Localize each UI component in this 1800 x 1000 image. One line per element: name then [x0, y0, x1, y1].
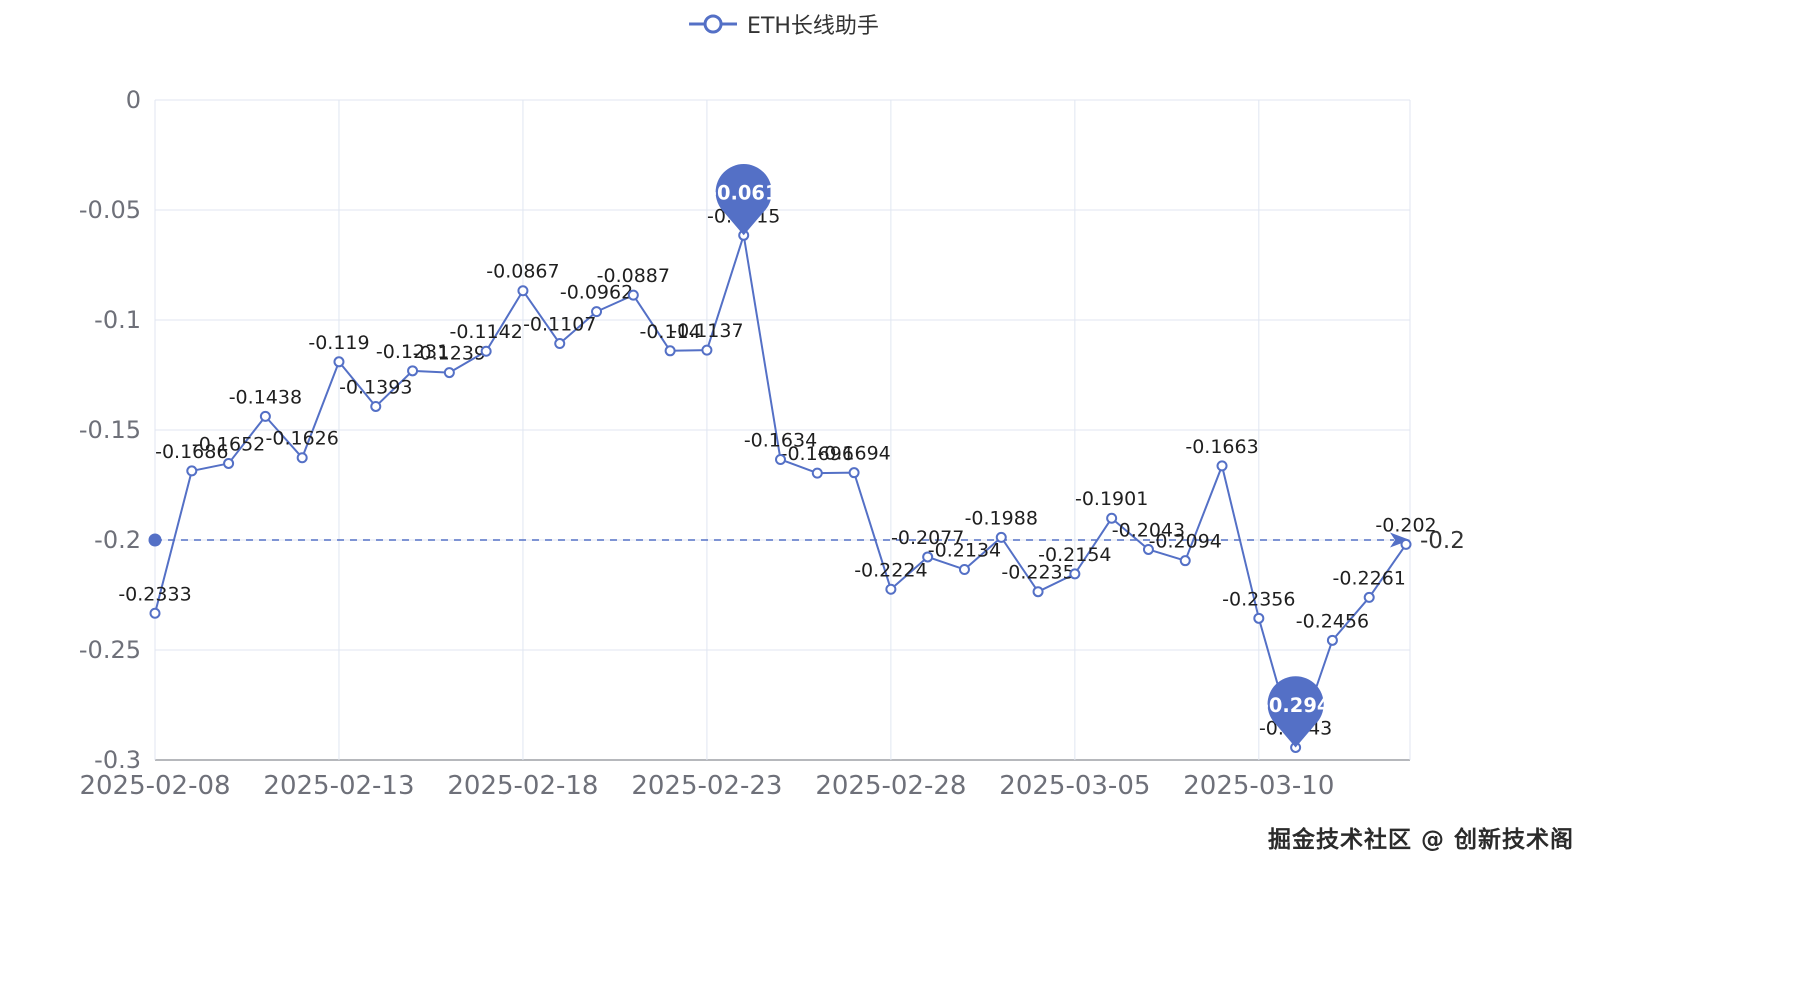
- data-point: [811, 467, 823, 479]
- data-point: [922, 551, 934, 563]
- point-label: -0.1231: [376, 341, 449, 363]
- point-label: -0.1107: [523, 314, 596, 336]
- markline-label: -0.2: [1420, 528, 1465, 554]
- point-label: -0.119: [308, 332, 369, 354]
- point-label: -0.2077: [891, 527, 964, 549]
- data-point: [591, 306, 603, 318]
- data-point: [1069, 568, 1081, 580]
- data-point: [848, 467, 860, 479]
- svg-text:-0.061: -0.061: [709, 182, 779, 205]
- x-axis-label: 2025-02-13: [263, 771, 414, 801]
- point-label: -0.2154: [1038, 544, 1111, 566]
- y-axis-label: -0.2: [94, 526, 141, 554]
- data-point: [1179, 555, 1191, 567]
- svg-text:-0.294: -0.294: [1261, 694, 1331, 717]
- point-label: -0.202: [1375, 514, 1436, 536]
- legend-label: ETH长线助手: [747, 14, 879, 39]
- data-point: [370, 400, 382, 412]
- point-label: -0.1137: [670, 320, 743, 342]
- markline-start-dot: [148, 533, 162, 547]
- min-markpoint-pin: -0.294: [1261, 676, 1331, 748]
- data-point: [1106, 512, 1118, 524]
- point-label: -0.1696: [781, 443, 854, 465]
- point-label: -0.0887: [597, 265, 670, 287]
- point-label: -0.2134: [928, 539, 1001, 561]
- point-label: -0.1438: [229, 386, 302, 408]
- point-label: -0.114: [639, 321, 700, 343]
- data-point: [333, 356, 345, 368]
- data-point: [1216, 460, 1228, 472]
- point-label: -0.0962: [560, 282, 633, 304]
- y-axis-label: -0.05: [79, 196, 141, 224]
- data-point: [701, 344, 713, 356]
- point-label: -0.0867: [486, 261, 559, 283]
- y-axis-label: -0.25: [79, 636, 141, 664]
- point-label: -0.2224: [854, 559, 927, 581]
- point-label: -0.2094: [1149, 531, 1222, 553]
- data-point: [259, 410, 271, 422]
- point-label: -0.2261: [1333, 567, 1406, 589]
- point-label: -0.2043: [1112, 519, 1185, 541]
- data-point: [1142, 543, 1154, 555]
- data-point: [296, 452, 308, 464]
- max-markpoint-pin: -0.061: [709, 164, 779, 236]
- x-axis-label: 2025-02-18: [447, 771, 598, 801]
- data-point: [885, 583, 897, 595]
- legend-item-eth[interactable]: ETH长线助手: [689, 8, 879, 40]
- y-axis-label: -0.1: [94, 306, 141, 334]
- data-point: [480, 345, 492, 357]
- data-point: [775, 453, 786, 465]
- point-label: -0.1239: [413, 343, 486, 365]
- data-point: [1032, 586, 1044, 598]
- point-label: -0.1694: [817, 443, 890, 465]
- data-point: [1326, 634, 1338, 646]
- data-point: [995, 531, 1007, 543]
- x-axis-label: 2025-03-10: [1183, 771, 1334, 801]
- data-point: [407, 365, 419, 377]
- y-axis-label: -0.15: [79, 416, 141, 444]
- data-point: [186, 465, 198, 477]
- x-axis-label: 2025-02-23: [631, 771, 782, 801]
- x-axis-label: 2025-02-28: [815, 771, 966, 801]
- point-label: -0.1663: [1185, 436, 1258, 458]
- point-label: -0.2333: [118, 583, 191, 605]
- point-label: -0.1634: [744, 429, 817, 451]
- point-label: -0.2356: [1222, 588, 1295, 610]
- point-label: -0.1626: [266, 428, 339, 450]
- data-point: [958, 563, 970, 575]
- markline-arrow: [1390, 532, 1410, 548]
- data-point: [1253, 612, 1265, 624]
- data-point: [627, 289, 639, 301]
- point-label: -0.2456: [1296, 610, 1369, 632]
- data-point: [664, 345, 676, 357]
- y-axis-label: 0: [126, 86, 141, 114]
- data-point: [517, 285, 529, 297]
- x-axis-label: 2025-03-05: [999, 771, 1150, 801]
- data-point: [443, 367, 455, 379]
- point-label: -0.1901: [1075, 488, 1148, 510]
- point-label: -0.1393: [339, 376, 412, 398]
- point-label: -0.1142: [449, 321, 522, 343]
- data-point: [223, 457, 235, 469]
- point-label: -0.1686: [155, 441, 228, 463]
- point-label: -0.1652: [192, 433, 265, 455]
- data-point: [1400, 538, 1412, 550]
- data-point: [1363, 591, 1375, 603]
- data-point: [149, 607, 161, 619]
- point-label: -0.1988: [965, 507, 1038, 529]
- data-point: [554, 338, 566, 350]
- y-axis-label: -0.3: [94, 746, 141, 774]
- point-label: -0.2235: [1001, 562, 1074, 584]
- watermark: 掘金技术社区 @ 创新技术阁: [1268, 827, 1575, 853]
- series-line: [154, 234, 1407, 749]
- x-axis-label: 2025-02-08: [79, 771, 230, 801]
- legend-line-marker: [689, 14, 738, 34]
